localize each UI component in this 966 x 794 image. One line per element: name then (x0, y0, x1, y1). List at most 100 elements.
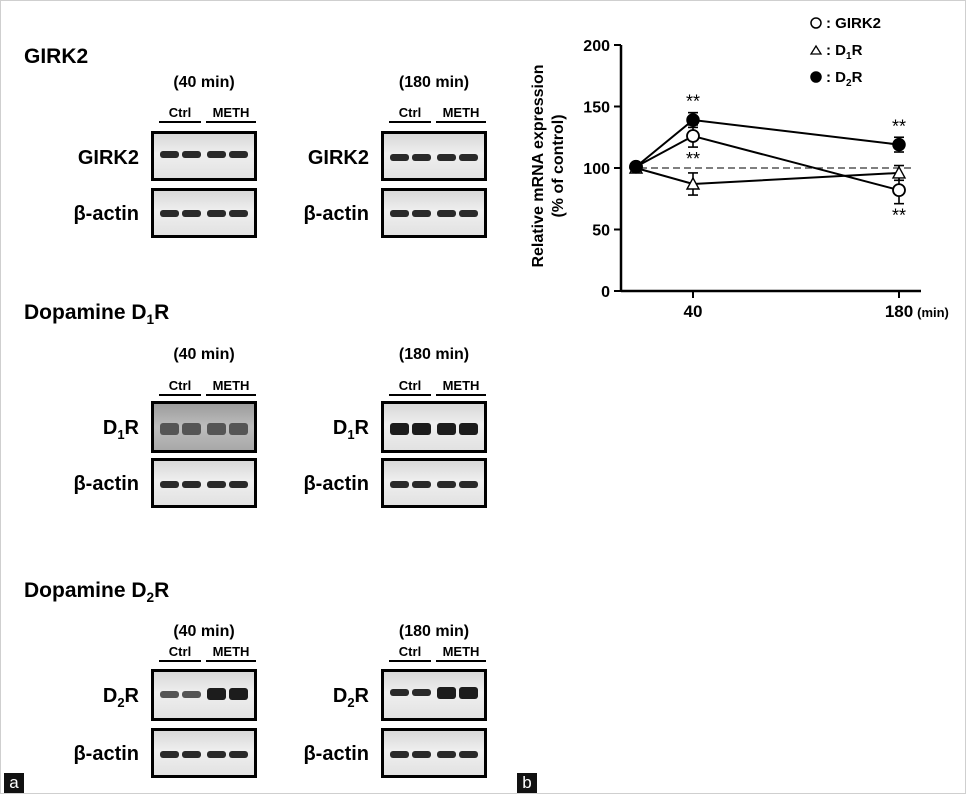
gel-label-text: GIRK2 (77, 147, 139, 169)
gel-label-loading-control: β-actin (303, 473, 369, 495)
legend-entry-d1r: : D1R (809, 42, 863, 62)
gel-label-loading-control: β-actin (303, 203, 369, 225)
legend-label: : GIRK2 (826, 15, 881, 32)
gel-image-beta-actin-180min (381, 728, 487, 778)
gel-label-target: D2R (31, 685, 139, 710)
gel-image-d2r-40min (151, 669, 257, 721)
time-label-180min-d2r: (180 min) (398, 623, 470, 640)
section-title-text: Dopamine D (24, 301, 147, 324)
panel-label-b: b (517, 773, 537, 793)
series-line-d1r (635, 167, 900, 185)
data-point-d2r (892, 137, 906, 152)
gel-label-subscript: 2 (117, 695, 125, 710)
group-label-meth: METH (436, 105, 486, 123)
group-label-meth: METH (206, 644, 256, 662)
open-triangle-marker-icon (809, 44, 823, 55)
significance-annotation: ** (686, 92, 700, 112)
gel-image-beta-actin-40min (151, 188, 257, 238)
gel-label-suffix: R (124, 685, 139, 707)
gel-image-d1r-40min (151, 401, 257, 453)
section-title-subscript: 1 (146, 312, 155, 328)
legend-label-suffix: R (852, 69, 863, 86)
gel-label-loading-control: β-actin (303, 743, 369, 765)
significance-annotation: ** (686, 149, 700, 169)
group-label-ctrl: Ctrl (389, 378, 431, 396)
legend-label: : D1R (826, 42, 863, 62)
gel-label-text: D (102, 685, 118, 707)
section-title-suffix: R (154, 301, 170, 324)
legend-label-suffix: R (852, 42, 863, 59)
y-tick-label: 200 (583, 38, 610, 55)
significance-annotation: ** (892, 116, 906, 136)
data-point-d2r (629, 160, 643, 174)
line-chart: 0 50 100 150 200 40 180 ** ** ** ** Relative mRNA… (530, 15, 949, 321)
y-tick-label: 50 (592, 223, 610, 240)
time-label-180min-d1r: (180 min) (398, 346, 470, 363)
gel-label-target: D1R (31, 417, 139, 442)
legend-label-text: : GIRK2 (826, 15, 881, 32)
y-tick-label: 150 (583, 100, 610, 117)
gel-label-loading-control: β-actin (73, 473, 139, 495)
data-point-girk2 (892, 183, 906, 198)
gel-label-suffix: R (124, 417, 139, 439)
time-label-180min-girk2: (180 min) (398, 74, 470, 91)
legend-entry-d2r: : D2R (810, 69, 863, 89)
series-line-girk2 (635, 134, 900, 192)
section-title-d2r: Dopamine D2R (24, 579, 169, 605)
legend-label-subscript: 2 (846, 78, 852, 89)
legend: : GIRK2 : D1R : D2R (809, 15, 881, 89)
data-point-girk2 (686, 129, 700, 143)
gel-image-beta-actin-180min (381, 188, 487, 238)
group-label-ctrl: Ctrl (159, 378, 201, 396)
gel-image-beta-actin-40min (151, 458, 257, 508)
y-axis-label-line2: (% of control) (550, 114, 567, 217)
open-circle-marker-icon (810, 17, 822, 29)
gel-label-text: GIRK2 (307, 147, 369, 169)
legend-label-text: : D (826, 69, 846, 86)
y-tick-label: 0 (601, 284, 610, 301)
gel-label-text: D (102, 417, 118, 439)
group-label-meth: METH (436, 378, 486, 396)
group-label-meth: METH (206, 378, 256, 396)
gel-image-girk2-40min (151, 131, 257, 181)
time-label-40min-girk2: (40 min) (173, 74, 235, 91)
group-label-meth: METH (436, 644, 486, 662)
section-title-girk2: GIRK2 (24, 45, 88, 71)
x-axis-unit: (min) (917, 305, 949, 320)
gel-image-d2r-180min (381, 669, 487, 721)
group-label-ctrl: Ctrl (159, 105, 201, 123)
section-title-suffix: R (154, 579, 170, 602)
legend-label: : D2R (826, 69, 863, 89)
gel-label-target: GIRK2 (251, 147, 369, 172)
gel-image-beta-actin-40min (151, 728, 257, 778)
gel-label-loading-control: β-actin (73, 743, 139, 765)
significance-annotation: ** (892, 206, 906, 226)
section-title-text: GIRK2 (24, 45, 89, 68)
gel-label-text: D (332, 417, 348, 439)
gel-image-d1r-180min (381, 401, 487, 453)
filled-circle-marker-icon (810, 71, 822, 83)
legend-label-text: : D (826, 42, 846, 59)
time-label-40min-d2r: (40 min) (173, 623, 235, 640)
y-tick-label: 100 (583, 161, 610, 178)
gel-image-girk2-180min (381, 131, 487, 181)
gel-label-target: D1R (251, 417, 369, 442)
legend-entry-girk2: : GIRK2 (810, 15, 881, 32)
gel-label-subscript: 1 (117, 427, 125, 442)
x-tick-label: 180 (885, 302, 913, 321)
group-label-ctrl: Ctrl (159, 644, 201, 662)
gel-label-subscript: 1 (347, 427, 355, 442)
y-axis-label-line1: Relative mRNA expression (530, 64, 547, 267)
x-tick-label: 40 (684, 302, 703, 321)
gel-label-text: D (332, 685, 348, 707)
group-label-ctrl: Ctrl (389, 644, 431, 662)
gel-label-target: GIRK2 (31, 147, 139, 172)
gel-image-beta-actin-180min (381, 458, 487, 508)
gel-label-suffix: R (354, 417, 369, 439)
data-point-d1r (891, 165, 907, 179)
panel-label-a: a (4, 773, 24, 793)
gel-label-loading-control: β-actin (73, 203, 139, 225)
series-line-d2r (635, 118, 900, 168)
legend-label-subscript: 1 (846, 51, 852, 62)
